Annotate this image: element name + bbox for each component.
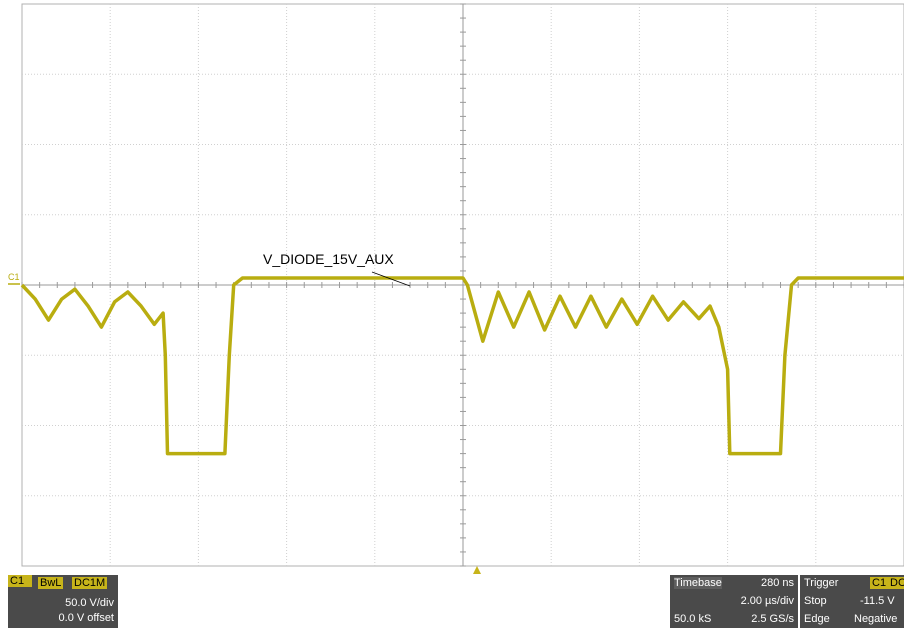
sample-rate: 2.5 GS/s	[751, 613, 794, 625]
trigger-type: Edge	[804, 613, 830, 625]
grid	[21, 3, 904, 567]
trace-ch1	[20, 276, 904, 456]
annotation-leader-line	[371, 271, 411, 287]
time-per-div: 2.00 µs/div	[740, 595, 794, 607]
trace-annotation: V_DIODE_15V_AUX	[263, 251, 394, 267]
timebase-panel[interactable]: Timebase 280 ns 2.00 µs/div 50.0 kS 2.5 …	[670, 575, 798, 628]
coupling-badge: DC1M	[72, 577, 108, 589]
channel-label: C1	[8, 575, 33, 587]
trigger-label: Trigger	[804, 577, 839, 589]
trigger-slope: Negative	[854, 613, 898, 625]
sample-count: 50.0 kS	[674, 613, 712, 625]
trace-layer	[20, 276, 904, 456]
trigger-source-badge: C1	[870, 577, 889, 589]
volts-per-div: 50.0 V/div	[65, 597, 114, 609]
bandwidth-limit-badge: BwL	[38, 577, 64, 589]
trigger-position-marker	[473, 566, 481, 574]
channel-offset: 0.0 V offset	[58, 612, 114, 624]
timebase-label: Timebase	[674, 577, 722, 589]
trigger-mode: Stop	[804, 595, 827, 607]
trigger-level: -11.5 V	[860, 595, 895, 607]
channel-marker: C1	[8, 272, 20, 282]
channel-panel[interactable]: C1 BwL DC1M 50.0 V/div 0.0 V offset	[8, 575, 118, 628]
trigger-panel[interactable]: Trigger C1 DC Stop -11.5 V Edge Negative	[800, 575, 904, 628]
trigger-coupling-badge: DC	[888, 577, 904, 589]
timebase-delay: 280 ns	[760, 577, 794, 589]
